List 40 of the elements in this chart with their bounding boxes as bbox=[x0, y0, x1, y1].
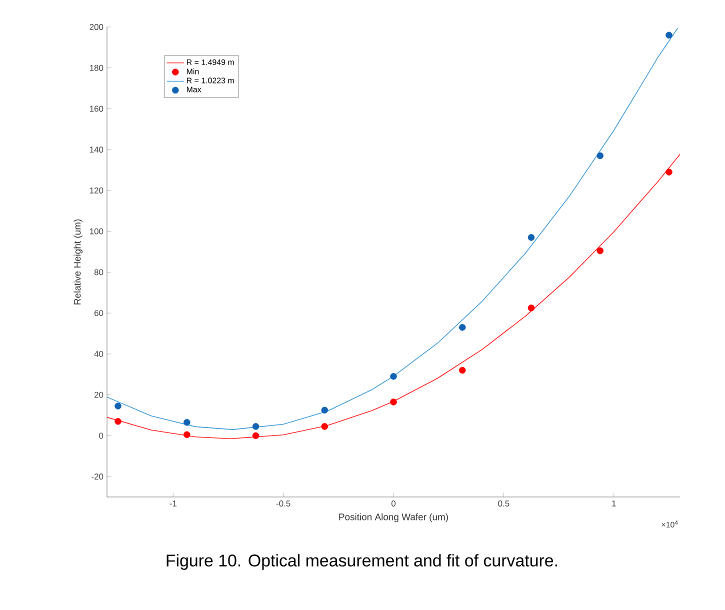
y-tick-label: 60 bbox=[94, 310, 104, 316]
point bbox=[321, 406, 328, 414]
x-axis-title: Position Along Wafer (um) bbox=[339, 513, 448, 522]
x-tick-label: 0.5 bbox=[498, 500, 510, 506]
point bbox=[184, 431, 190, 438]
y-tick-label: 160 bbox=[90, 106, 104, 112]
y-tick-label: -20 bbox=[92, 474, 104, 480]
y-tick-label: 40 bbox=[94, 350, 104, 357]
line-series bbox=[107, 154, 680, 440]
point bbox=[390, 373, 397, 380]
point bbox=[528, 234, 535, 241]
y-axis-title: Relative Height (um) bbox=[74, 219, 83, 304]
point bbox=[252, 423, 260, 430]
x-tick-label: -0.5 bbox=[276, 500, 290, 506]
x-tick-label: 1 bbox=[612, 500, 616, 506]
y-tick-label: 200 bbox=[90, 24, 104, 30]
point bbox=[114, 402, 122, 410]
y-tick-label: 20 bbox=[94, 392, 104, 398]
line-series bbox=[107, 28, 678, 430]
y-tick-label: 180 bbox=[90, 64, 104, 71]
point bbox=[184, 419, 190, 426]
point bbox=[390, 398, 397, 406]
point bbox=[666, 32, 672, 39]
y-tick-label: 140 bbox=[90, 146, 104, 153]
point bbox=[528, 304, 535, 312]
point bbox=[666, 168, 672, 176]
point bbox=[458, 366, 466, 374]
point bbox=[114, 418, 122, 425]
point bbox=[458, 324, 466, 331]
point bbox=[321, 423, 328, 430]
y-tick-label: 120 bbox=[90, 187, 104, 194]
caption: Figure 10. Optical measurement and fit of curvature. bbox=[166, 554, 557, 570]
y-tick-label: 0 bbox=[99, 432, 104, 439]
y-tick-label: 100 bbox=[90, 228, 104, 234]
y-tick-label: 80 bbox=[94, 269, 104, 276]
point bbox=[596, 247, 604, 254]
point bbox=[596, 152, 604, 160]
x-tick-label: 0 bbox=[391, 500, 396, 506]
point bbox=[252, 432, 260, 440]
x-tick-label: -1 bbox=[170, 500, 176, 506]
